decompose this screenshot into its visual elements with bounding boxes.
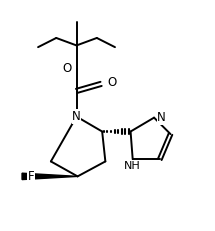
Text: F: F: [27, 170, 34, 183]
Text: N: N: [157, 111, 166, 124]
Text: NH: NH: [124, 161, 141, 171]
Text: N: N: [72, 110, 81, 123]
Polygon shape: [22, 173, 78, 179]
Text: O: O: [107, 76, 116, 89]
Text: O: O: [62, 62, 71, 75]
